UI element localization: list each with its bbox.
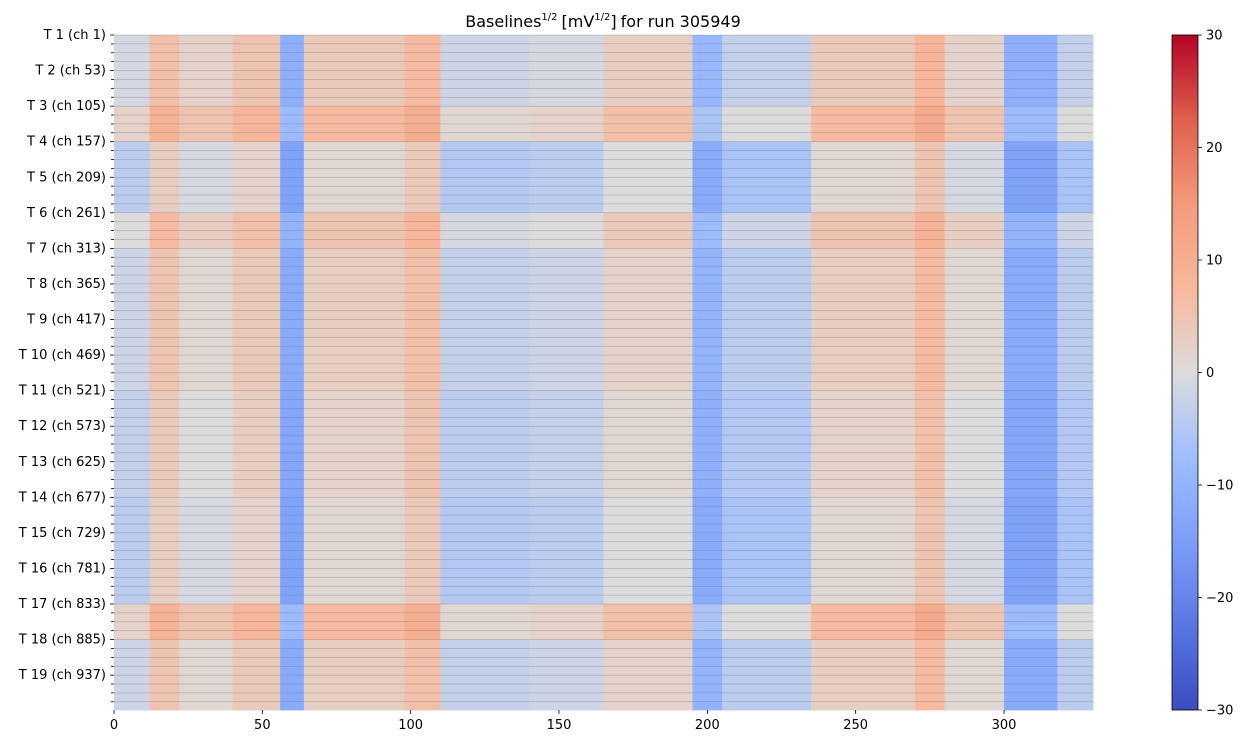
- channel-row-lines: [114, 34, 1093, 703]
- y-tick-label: T 12 (ch 573): [18, 419, 106, 434]
- colorbar-tick-label: 0: [1206, 366, 1214, 381]
- title-unit-close: ]: [610, 12, 616, 31]
- colorbar-tick-label: 30: [1206, 29, 1223, 44]
- colorbar-ticks: 30 20 10 0 −10 −20 −30: [1198, 29, 1233, 719]
- y-tick-label: T 19 (ch 937): [18, 668, 106, 683]
- title-rest: for run 305949: [621, 12, 741, 31]
- title-base: Baselines: [465, 12, 541, 31]
- y-tick-label: T 7 (ch 313): [26, 241, 106, 256]
- x-tick-label: 100: [398, 718, 423, 733]
- y-tick-label: T 4 (ch 157): [26, 135, 106, 150]
- title-unit-open: [mV: [562, 12, 595, 31]
- y-tick-label: T 3 (ch 105): [26, 99, 106, 114]
- x-tick-label: 200: [695, 718, 720, 733]
- chart-title: Baselines1/2 [mV1/2] for run 305949: [465, 12, 741, 31]
- title-base-exponent: 1/2: [541, 12, 557, 23]
- colorbar: [1171, 34, 1199, 711]
- y-tick-label: T 10 (ch 469): [18, 348, 106, 363]
- colorbar-tick-label: 10: [1206, 254, 1223, 269]
- y-tick-label: T 5 (ch 209): [26, 170, 106, 185]
- x-tick-label: 0: [110, 718, 118, 733]
- y-tick-label: T 15 (ch 729): [18, 526, 106, 541]
- x-tick-label: 300: [992, 718, 1017, 733]
- y-tick-label: T 18 (ch 885): [18, 633, 106, 648]
- title-unit-exponent: 1/2: [594, 12, 610, 23]
- y-tick-label: T 14 (ch 677): [18, 490, 106, 505]
- y-tick-label: T 8 (ch 365): [26, 277, 106, 292]
- y-tick-label: T 6 (ch 261): [26, 206, 106, 221]
- y-tick-label: T 11 (ch 521): [18, 384, 106, 399]
- colorbar-tick-label: −30: [1206, 704, 1233, 719]
- y-tick-label: T 1 (ch 1): [43, 28, 106, 43]
- x-axis: 0 50 100 150 200 250 300: [110, 710, 1017, 733]
- y-tick-label: T 17 (ch 833): [18, 597, 106, 612]
- x-tick-label: 150: [547, 718, 572, 733]
- y-tick-label: T 16 (ch 781): [18, 561, 106, 576]
- colorbar-tick-label: −20: [1206, 591, 1233, 606]
- colorbar-tick-label: 20: [1206, 141, 1223, 156]
- y-tick-label: T 9 (ch 417): [26, 313, 106, 328]
- y-axis: T 1 (ch 1) T 2 (ch 53) T 3 (ch 105) T 4 (ch…: [18, 28, 114, 703]
- y-tick-label: T 2 (ch 53): [34, 64, 106, 79]
- colorbar-tick-label: −10: [1206, 479, 1233, 494]
- y-tick-label: T 13 (ch 625): [18, 455, 106, 470]
- x-tick-label: 250: [843, 718, 868, 733]
- x-tick-label: 50: [254, 718, 271, 733]
